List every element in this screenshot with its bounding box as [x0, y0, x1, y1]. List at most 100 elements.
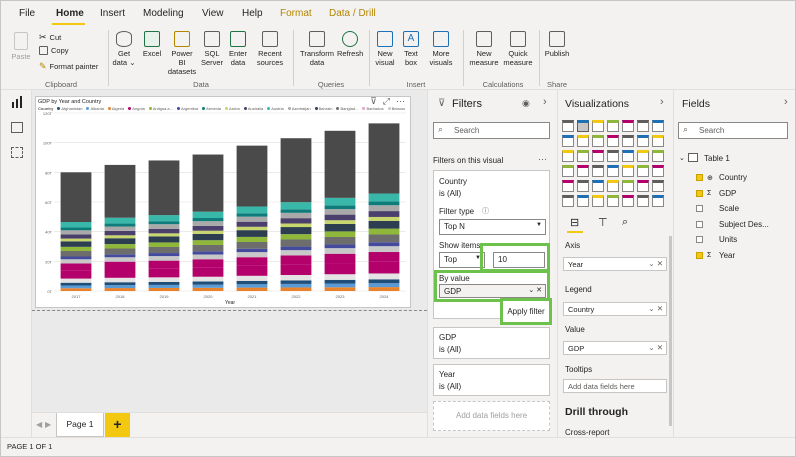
paste-button[interactable]: Paste	[9, 32, 33, 61]
visual-type-icon[interactable]	[592, 120, 604, 132]
menu-file[interactable]: File	[19, 8, 36, 19]
refresh-button[interactable]: Refresh	[337, 31, 363, 58]
remove-icon[interactable]: ⌄ ✕	[648, 304, 663, 313]
chevron-right-icon[interactable]: ›	[660, 96, 664, 108]
menu-help[interactable]: Help	[242, 8, 263, 19]
data-view-icon[interactable]	[11, 122, 23, 133]
visual-type-icon[interactable]	[592, 150, 604, 162]
format-paintroller-icon[interactable]: ⊤	[598, 217, 608, 229]
visual-type-icon[interactable]	[652, 150, 664, 162]
eye-icon[interactable]: ◉	[522, 98, 530, 108]
enter-data-button[interactable]: Enter data	[227, 31, 249, 67]
filter-icon[interactable]: ⊽	[370, 96, 377, 106]
checkbox[interactable]	[696, 251, 703, 259]
visual-type-icon[interactable]	[562, 180, 574, 192]
report-view-icon[interactable]	[11, 96, 23, 108]
visual-type-icon[interactable]	[652, 120, 664, 132]
fields-well-icon[interactable]: ⊟	[570, 217, 580, 229]
visual-type-icon[interactable]	[577, 120, 589, 132]
checkbox[interactable]	[696, 236, 703, 243]
excel-button[interactable]: Excel	[140, 31, 164, 58]
remove-icon[interactable]: ⌄ ✕	[648, 343, 663, 352]
gdp-filter-card[interactable]: GDP is (All)	[433, 327, 550, 359]
remove-icon[interactable]: ⌄ ✕	[528, 287, 542, 294]
visual-type-icon[interactable]	[562, 120, 574, 132]
add-page-button[interactable]: +	[105, 413, 130, 437]
menu-insert[interactable]: Insert	[100, 8, 126, 19]
visual-type-icon[interactable]	[622, 150, 634, 162]
legend-item[interactable]: Austria	[267, 106, 284, 111]
stacked-column-chart[interactable]: GDP by Year and Country ⊽ ⤢ ⋯ Country Af…	[35, 96, 411, 308]
copy-button[interactable]: Copy	[39, 46, 69, 55]
new-measure-button[interactable]: New measure	[467, 31, 501, 67]
visual-type-icon[interactable]	[622, 195, 634, 207]
value-well[interactable]: GDP ⌄ ✕	[563, 341, 667, 355]
cut-button[interactable]: ✂ Cut	[39, 32, 62, 42]
legend-item[interactable]: Banglad...	[336, 106, 358, 111]
visual-type-icon[interactable]	[607, 195, 619, 207]
more-options-icon[interactable]: ⋯	[538, 154, 547, 164]
visual-type-icon[interactable]	[622, 165, 634, 177]
visual-type-icon[interactable]	[637, 165, 649, 177]
visual-type-icon[interactable]	[577, 165, 589, 177]
visual-type-icon[interactable]	[577, 135, 589, 147]
visual-type-icon[interactable]	[637, 120, 649, 132]
remove-icon[interactable]: ⌄ ✕	[648, 259, 663, 268]
analytics-magnifier-icon[interactable]: ⌕	[622, 216, 629, 228]
visual-type-icon[interactable]	[577, 195, 589, 207]
fields-search-input[interactable]: Search	[678, 122, 788, 139]
field-item[interactable]: Subject Des...	[696, 220, 769, 229]
visual-type-icon[interactable]	[637, 180, 649, 192]
prev-page-icon[interactable]: ◀	[36, 420, 43, 429]
visual-type-icon[interactable]	[562, 150, 574, 162]
recent-sources-button[interactable]: Recent sources	[252, 31, 288, 67]
visual-type-icon[interactable]	[562, 165, 574, 177]
model-view-icon[interactable]	[11, 147, 23, 158]
top-n-count-input[interactable]: 10	[493, 252, 545, 268]
publish-button[interactable]: Publish	[543, 31, 571, 58]
more-visuals-button[interactable]: More visuals	[425, 31, 457, 67]
visual-type-icon[interactable]	[652, 165, 664, 177]
legend-item[interactable]: Azerbaijan	[287, 106, 311, 111]
visual-type-icon[interactable]	[622, 180, 634, 192]
tooltips-well[interactable]: Add data fields here	[563, 379, 667, 393]
field-item[interactable]: ⊕ Country	[696, 173, 747, 182]
visual-type-icon[interactable]	[637, 150, 649, 162]
legend-item[interactable]: Aruba	[225, 106, 240, 111]
visual-type-icon[interactable]	[652, 180, 664, 192]
legend-well[interactable]: Country ⌄ ✕	[563, 302, 667, 316]
checkbox[interactable]	[696, 220, 703, 228]
visual-type-icon[interactable]	[607, 165, 619, 177]
text-box-button[interactable]: A Text box	[403, 31, 419, 67]
axis-well[interactable]: Year ⌄ ✕	[563, 257, 667, 271]
menu-format[interactable]: Format	[280, 8, 312, 19]
sql-server-button[interactable]: SQL Server	[201, 31, 223, 67]
legend-item[interactable]: Algeria	[107, 106, 124, 111]
visual-type-icon[interactable]	[652, 135, 664, 147]
next-page-icon[interactable]: ▶	[45, 420, 52, 429]
field-item[interactable]: Units	[696, 235, 737, 244]
legend-item[interactable]: Barbados	[362, 106, 384, 111]
year-filter-card[interactable]: Year is (All)	[433, 364, 550, 396]
visual-type-icon[interactable]	[607, 180, 619, 192]
visual-type-icon[interactable]	[592, 195, 604, 207]
focus-mode-icon[interactable]: ⤢	[382, 96, 390, 106]
visual-type-icon[interactable]	[652, 195, 664, 207]
visual-type-icon[interactable]	[577, 180, 589, 192]
menu-modeling[interactable]: Modeling	[143, 8, 184, 19]
scrollbar[interactable]	[669, 236, 672, 426]
legend-item[interactable]: Armenia	[202, 106, 221, 111]
field-item[interactable]: Σ Year	[696, 251, 735, 260]
menu-home[interactable]: Home	[56, 8, 84, 19]
legend-item[interactable]: Afghanistan	[57, 106, 82, 111]
apply-filter-button[interactable]: Apply filter	[500, 298, 552, 325]
visual-type-icon[interactable]	[577, 150, 589, 162]
tab-page-1[interactable]: Page 1	[56, 413, 104, 437]
legend-item[interactable]: Antigua a...	[148, 106, 173, 111]
legend-item[interactable]: Argentina	[177, 106, 198, 111]
add-fields-dropzone[interactable]: Add data fields here	[433, 401, 550, 431]
menu-view[interactable]: View	[202, 8, 224, 19]
visual-type-icon[interactable]	[607, 150, 619, 162]
table-name[interactable]: Table 1	[704, 154, 730, 163]
field-item[interactable]: Scale	[696, 204, 739, 213]
